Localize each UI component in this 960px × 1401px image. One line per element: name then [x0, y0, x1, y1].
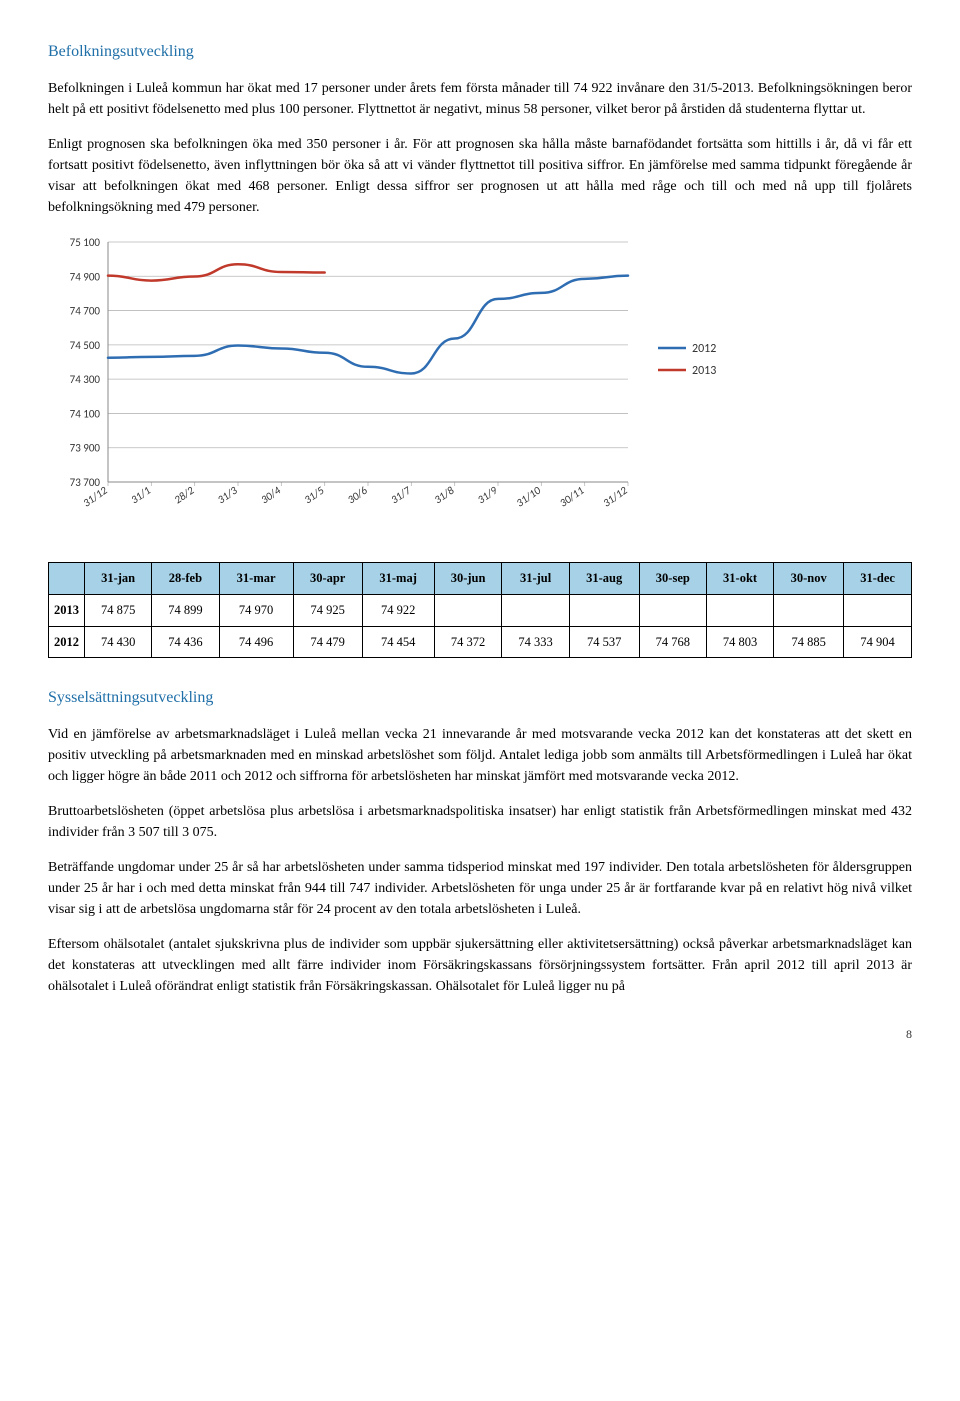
table-header-cell: 31-mar — [219, 563, 293, 595]
table-header-cell: 31-maj — [362, 563, 434, 595]
svg-text:30/11: 30/11 — [557, 484, 586, 510]
table-cell — [502, 594, 569, 626]
table-header-cell: 28-feb — [152, 563, 219, 595]
svg-text:31/9: 31/9 — [475, 484, 500, 507]
table-cell — [434, 594, 502, 626]
table-cell: 74 333 — [502, 626, 569, 658]
table-cell: 74 899 — [152, 594, 219, 626]
svg-text:31/12: 31/12 — [600, 484, 630, 510]
svg-text:31/3: 31/3 — [215, 484, 240, 507]
svg-text:30/4: 30/4 — [258, 484, 283, 507]
table-cell: 74 496 — [219, 626, 293, 658]
table-header-cell: 31-okt — [706, 563, 773, 595]
page-number: 8 — [48, 1025, 912, 1043]
svg-text:75 100: 75 100 — [70, 236, 101, 249]
table-cell — [844, 594, 912, 626]
table-cell: 74 803 — [706, 626, 773, 658]
population-table: 31-jan28-feb31-mar30-apr31-maj30-jun31-j… — [48, 562, 912, 658]
table-cell — [774, 594, 844, 626]
svg-text:2013: 2013 — [692, 364, 716, 378]
table-cell: 74 436 — [152, 626, 219, 658]
table-cell: 74 537 — [569, 626, 639, 658]
table-cell: 74 768 — [639, 626, 706, 658]
population-chart: 73 700 73 900 74 100 74 300 74 500 74 700 74 9… — [48, 232, 912, 542]
table-cell — [706, 594, 773, 626]
section1-title: Befolkningsutveckling — [48, 40, 912, 64]
table-header-cell — [49, 563, 85, 595]
table-cell: 74 454 — [362, 626, 434, 658]
table-header-cell: 30-nov — [774, 563, 844, 595]
table-header-cell: 31-jan — [85, 563, 152, 595]
svg-text:74 500: 74 500 — [70, 339, 101, 352]
table-cell: 74 885 — [774, 626, 844, 658]
section2-p4: Eftersom ohälsotalet (antalet sjukskrivn… — [48, 934, 912, 997]
table-cell: 74 372 — [434, 626, 502, 658]
population-chart-svg: 73 700 73 900 74 100 74 300 74 500 74 700 74 9… — [48, 232, 868, 542]
section2-p2: Bruttoarbetslösheten (öppet arbetslösa p… — [48, 801, 912, 843]
svg-text:73 700: 73 700 — [70, 476, 101, 489]
svg-text:74 100: 74 100 — [70, 407, 101, 420]
section2-title: Sysselsättningsutveckling — [48, 686, 912, 710]
table-rowhead: 2013 — [49, 594, 85, 626]
svg-text:30/6: 30/6 — [345, 484, 370, 507]
svg-text:31/1: 31/1 — [128, 484, 153, 507]
table-header-row: 31-jan28-feb31-mar30-apr31-maj30-jun31-j… — [49, 563, 912, 595]
table-header-cell: 30-jun — [434, 563, 502, 595]
table-header-cell: 30-apr — [293, 563, 362, 595]
table-cell: 74 970 — [219, 594, 293, 626]
table-header-cell: 30-sep — [639, 563, 706, 595]
table-cell — [569, 594, 639, 626]
table-header-cell: 31-aug — [569, 563, 639, 595]
svg-text:74 900: 74 900 — [70, 270, 101, 283]
table-cell: 74 430 — [85, 626, 152, 658]
svg-text:31/7: 31/7 — [388, 484, 413, 507]
svg-text:73 900: 73 900 — [70, 442, 101, 455]
table-cell: 74 922 — [362, 594, 434, 626]
svg-text:2012: 2012 — [692, 342, 716, 356]
table-cell: 74 904 — [844, 626, 912, 658]
svg-text:31/10: 31/10 — [514, 484, 544, 510]
svg-text:74 700: 74 700 — [70, 305, 101, 318]
table-header-cell: 31-dec — [844, 563, 912, 595]
svg-text:74 300: 74 300 — [70, 373, 101, 386]
table-cell: 74 925 — [293, 594, 362, 626]
table-row: 201274 43074 43674 49674 47974 45474 372… — [49, 626, 912, 658]
section2-p3: Beträffande ungdomar under 25 år så har … — [48, 857, 912, 920]
table-cell — [639, 594, 706, 626]
section2-p1: Vid en jämförelse av arbetsmarknadsläget… — [48, 724, 912, 787]
table-header-cell: 31-jul — [502, 563, 569, 595]
section1-p1: Befolkningen i Luleå kommun har ökat med… — [48, 78, 912, 120]
svg-text:31/8: 31/8 — [432, 484, 457, 507]
table-cell: 74 875 — [85, 594, 152, 626]
svg-text:28/2: 28/2 — [172, 484, 197, 507]
table-cell: 74 479 — [293, 626, 362, 658]
svg-text:31/5: 31/5 — [302, 484, 327, 507]
table-row: 201374 87574 89974 97074 92574 922 — [49, 594, 912, 626]
table-rowhead: 2012 — [49, 626, 85, 658]
section1-p2: Enligt prognosen ska befolkningen öka me… — [48, 134, 912, 218]
